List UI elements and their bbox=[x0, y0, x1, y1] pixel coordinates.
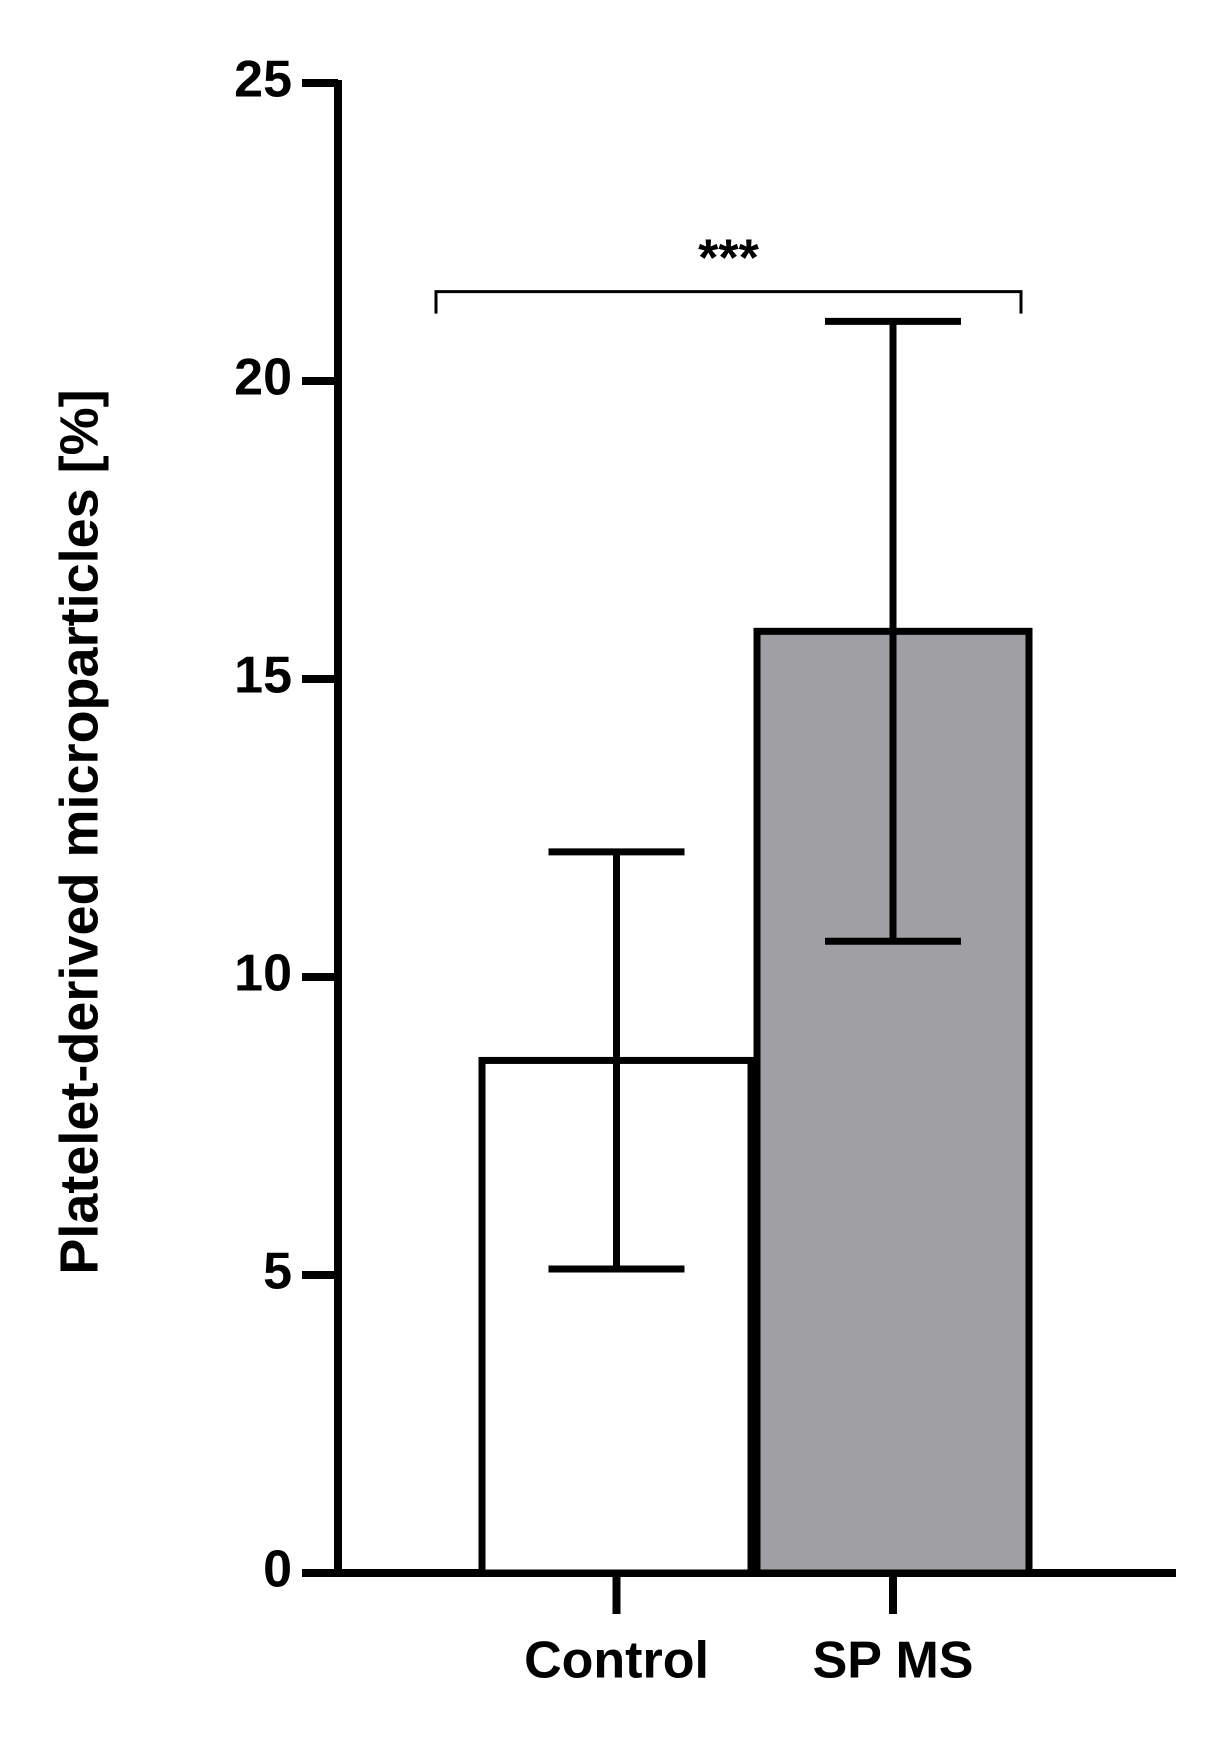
y-tick-label: 20 bbox=[234, 349, 292, 407]
x-tick-label: Control bbox=[524, 1632, 709, 1690]
y-tick-label: 5 bbox=[263, 1243, 292, 1301]
y-tick-label: 25 bbox=[234, 51, 292, 109]
y-tick-label: 15 bbox=[234, 647, 292, 705]
significance-bracket bbox=[434, 290, 1023, 314]
x-tick-label: SP MS bbox=[813, 1632, 974, 1690]
significance-label: *** bbox=[698, 229, 759, 287]
y-tick-label: 0 bbox=[263, 1541, 292, 1599]
y-axis-label: Platelet-derived microparticles [%] bbox=[49, 389, 109, 1274]
y-tick-label: 10 bbox=[234, 945, 292, 1003]
